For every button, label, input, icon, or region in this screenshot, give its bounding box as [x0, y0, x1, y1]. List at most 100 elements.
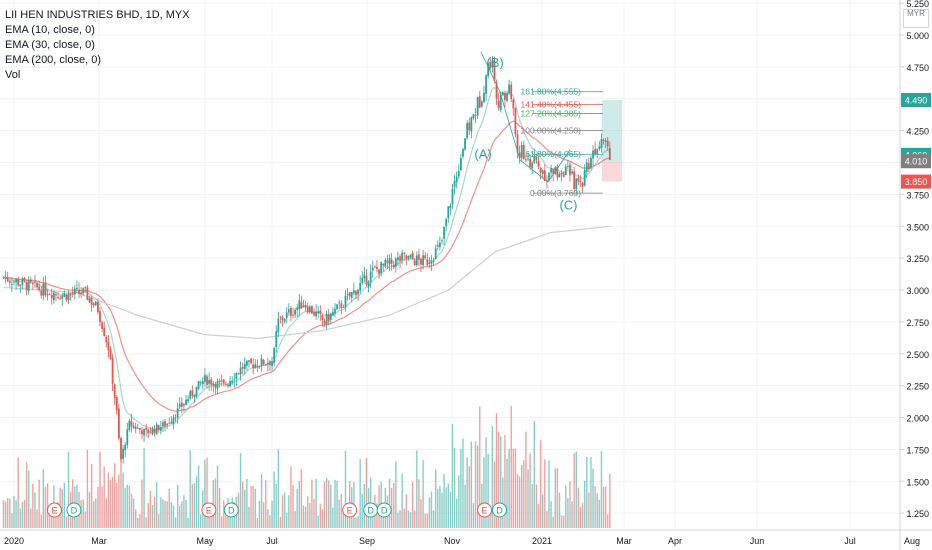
candle-body: [229, 381, 231, 387]
volume-bar: [544, 459, 546, 528]
time-tick-label: Jun: [750, 536, 765, 546]
candle-body: [352, 290, 355, 294]
legend-ema10[interactable]: EMA (10, close, 0): [5, 24, 95, 36]
volume-bar: [523, 460, 525, 528]
volume-bar: [15, 500, 17, 528]
candle-body: [369, 271, 372, 283]
candle-body: [128, 420, 131, 431]
price-tick-label: 3.500: [906, 222, 929, 232]
volume-bar: [197, 465, 200, 528]
candle-body: [145, 427, 148, 430]
volume-bar: [147, 503, 149, 528]
candle-body: [394, 258, 397, 267]
candle-body: [329, 313, 332, 320]
candle-body: [82, 287, 85, 294]
legend-title[interactable]: LII HEN INDUSTRIES BHD, 1D, MYX: [5, 9, 190, 21]
volume-bar: [244, 489, 246, 528]
candle-body: [525, 159, 527, 161]
legend-ema200[interactable]: EMA (200, close, 0): [5, 54, 101, 66]
candle-body: [466, 122, 469, 139]
candle-body: [596, 148, 599, 155]
volume-bar: [90, 464, 93, 528]
candle-body: [189, 391, 192, 399]
volume-bar: [476, 445, 479, 528]
candle-body: [294, 309, 297, 315]
candle-body: [390, 259, 393, 264]
candle-body: [522, 144, 525, 159]
volume-bar: [479, 406, 481, 528]
candle-body: [487, 62, 490, 77]
volume-bar: [48, 514, 51, 528]
candle-body: [90, 297, 93, 305]
volume-bar: [319, 504, 322, 528]
price-badge: [901, 174, 931, 189]
candle-body: [373, 266, 376, 268]
price-tick-label: 2.000: [906, 414, 929, 424]
volume-bar: [99, 451, 101, 528]
candle-body: [583, 170, 586, 186]
volume-bar: [132, 498, 135, 528]
candle-body: [556, 166, 559, 178]
volume-bar: [395, 461, 397, 528]
volume-bar: [176, 484, 179, 528]
candle-body: [103, 328, 106, 337]
volume-bar: [258, 500, 261, 528]
candle-body: [199, 382, 202, 384]
candle-body: [443, 226, 445, 239]
volume-bar: [497, 431, 500, 528]
volume-bar: [273, 471, 275, 528]
candle-body: [84, 287, 87, 289]
legend-vol[interactable]: Vol: [5, 69, 21, 81]
price-tick-label: 3.250: [906, 254, 929, 264]
candle-body: [355, 291, 357, 296]
candle-body: [327, 314, 330, 322]
candle-body: [302, 305, 305, 307]
candle-body: [569, 164, 571, 176]
volume-bar: [185, 500, 187, 528]
candle-body: [449, 205, 452, 208]
volume-bar: [529, 453, 531, 528]
volume-bar: [38, 479, 40, 528]
event-marker-label: D: [496, 506, 503, 516]
candle-body: [361, 277, 364, 283]
candle-body: [485, 75, 487, 94]
volume-bar: [252, 485, 254, 528]
candle-body: [271, 361, 273, 366]
volume-bar: [518, 476, 521, 528]
candle-body: [415, 255, 418, 266]
volume-bar: [590, 457, 592, 528]
candle-body: [88, 298, 91, 302]
candle-body: [222, 379, 225, 383]
time-tick-label: Jul: [266, 536, 278, 546]
candlesticks: [2, 55, 611, 464]
volume-bar: [139, 514, 141, 528]
volume-bar: [166, 501, 168, 528]
volume-bar: [583, 480, 586, 528]
time-tick-label: Mar: [91, 536, 107, 546]
volume-bar: [271, 500, 273, 528]
candle-body: [176, 408, 179, 418]
candle-body: [4, 277, 7, 279]
candle-body: [153, 429, 156, 433]
volume-bar: [405, 494, 408, 528]
candle-body: [476, 97, 479, 116]
event-marker-label: E: [482, 506, 488, 516]
volume-bar: [504, 435, 506, 528]
candle-body: [94, 301, 97, 305]
fib-level-label: 161.80%(4.555): [521, 87, 582, 97]
legend-ema30[interactable]: EMA (30, close, 0): [5, 39, 95, 51]
volume-bar: [141, 479, 143, 528]
volume-bar: [46, 483, 49, 528]
candle-body: [170, 421, 173, 424]
candle-body: [201, 381, 204, 385]
volume-bar: [600, 451, 603, 528]
volume-bar: [535, 484, 538, 528]
candle-body: [287, 309, 290, 313]
candle-body: [210, 379, 213, 385]
volume-bar: [525, 431, 527, 528]
volume-bar: [216, 465, 219, 528]
candle-body: [516, 134, 519, 153]
candle-body: [600, 139, 603, 148]
volume-bar: [424, 513, 426, 528]
